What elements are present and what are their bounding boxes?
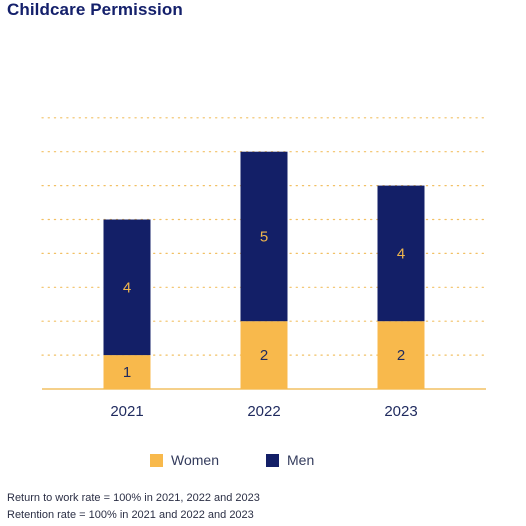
legend-label-men: Men [287,452,315,468]
legend-swatch-women [150,453,163,467]
x-tick-label-2022: 2022 [247,403,280,420]
data-label-women-2021: 1 [123,364,131,381]
data-label-men-2021: 4 [123,279,131,296]
bar-women-2021 [103,355,151,389]
legend-item-women: Women [150,452,219,468]
legend: Women Men [0,452,526,472]
x-tick-label-2023: 2023 [384,403,417,420]
x-tick-label-2021: 2021 [110,403,143,420]
bars: 1 4 2 5 2 4 [103,151,425,389]
footnotes: Return to work rate = 100% in 2021, 2022… [7,490,260,524]
bar-men-2021 [103,219,151,356]
data-label-men-2022: 5 [260,228,268,245]
legend-swatch-men [266,453,279,467]
bar-women-2023 [377,321,425,389]
bar-men-2023 [377,185,425,322]
data-label-men-2023: 4 [397,245,405,262]
bar-women-2022 [240,321,288,389]
data-label-women-2023: 2 [397,347,405,364]
note-return-to-work: Return to work rate = 100% in 2021, 2022… [7,492,260,504]
stacked-bar-chart: 1 4 2 5 2 4 2021 2022 2023 [41,117,487,420]
legend-item-men: Men [266,452,314,468]
note-retention: Retention rate = 100% in 2021 and 2022 a… [7,509,254,521]
bar-men-2022 [240,151,288,322]
chart-title: Childcare Permission [7,0,183,19]
data-label-women-2022: 2 [260,347,268,364]
legend-label-women: Women [171,452,219,468]
x-axis-ticks: 2021 2022 2023 [110,403,417,420]
